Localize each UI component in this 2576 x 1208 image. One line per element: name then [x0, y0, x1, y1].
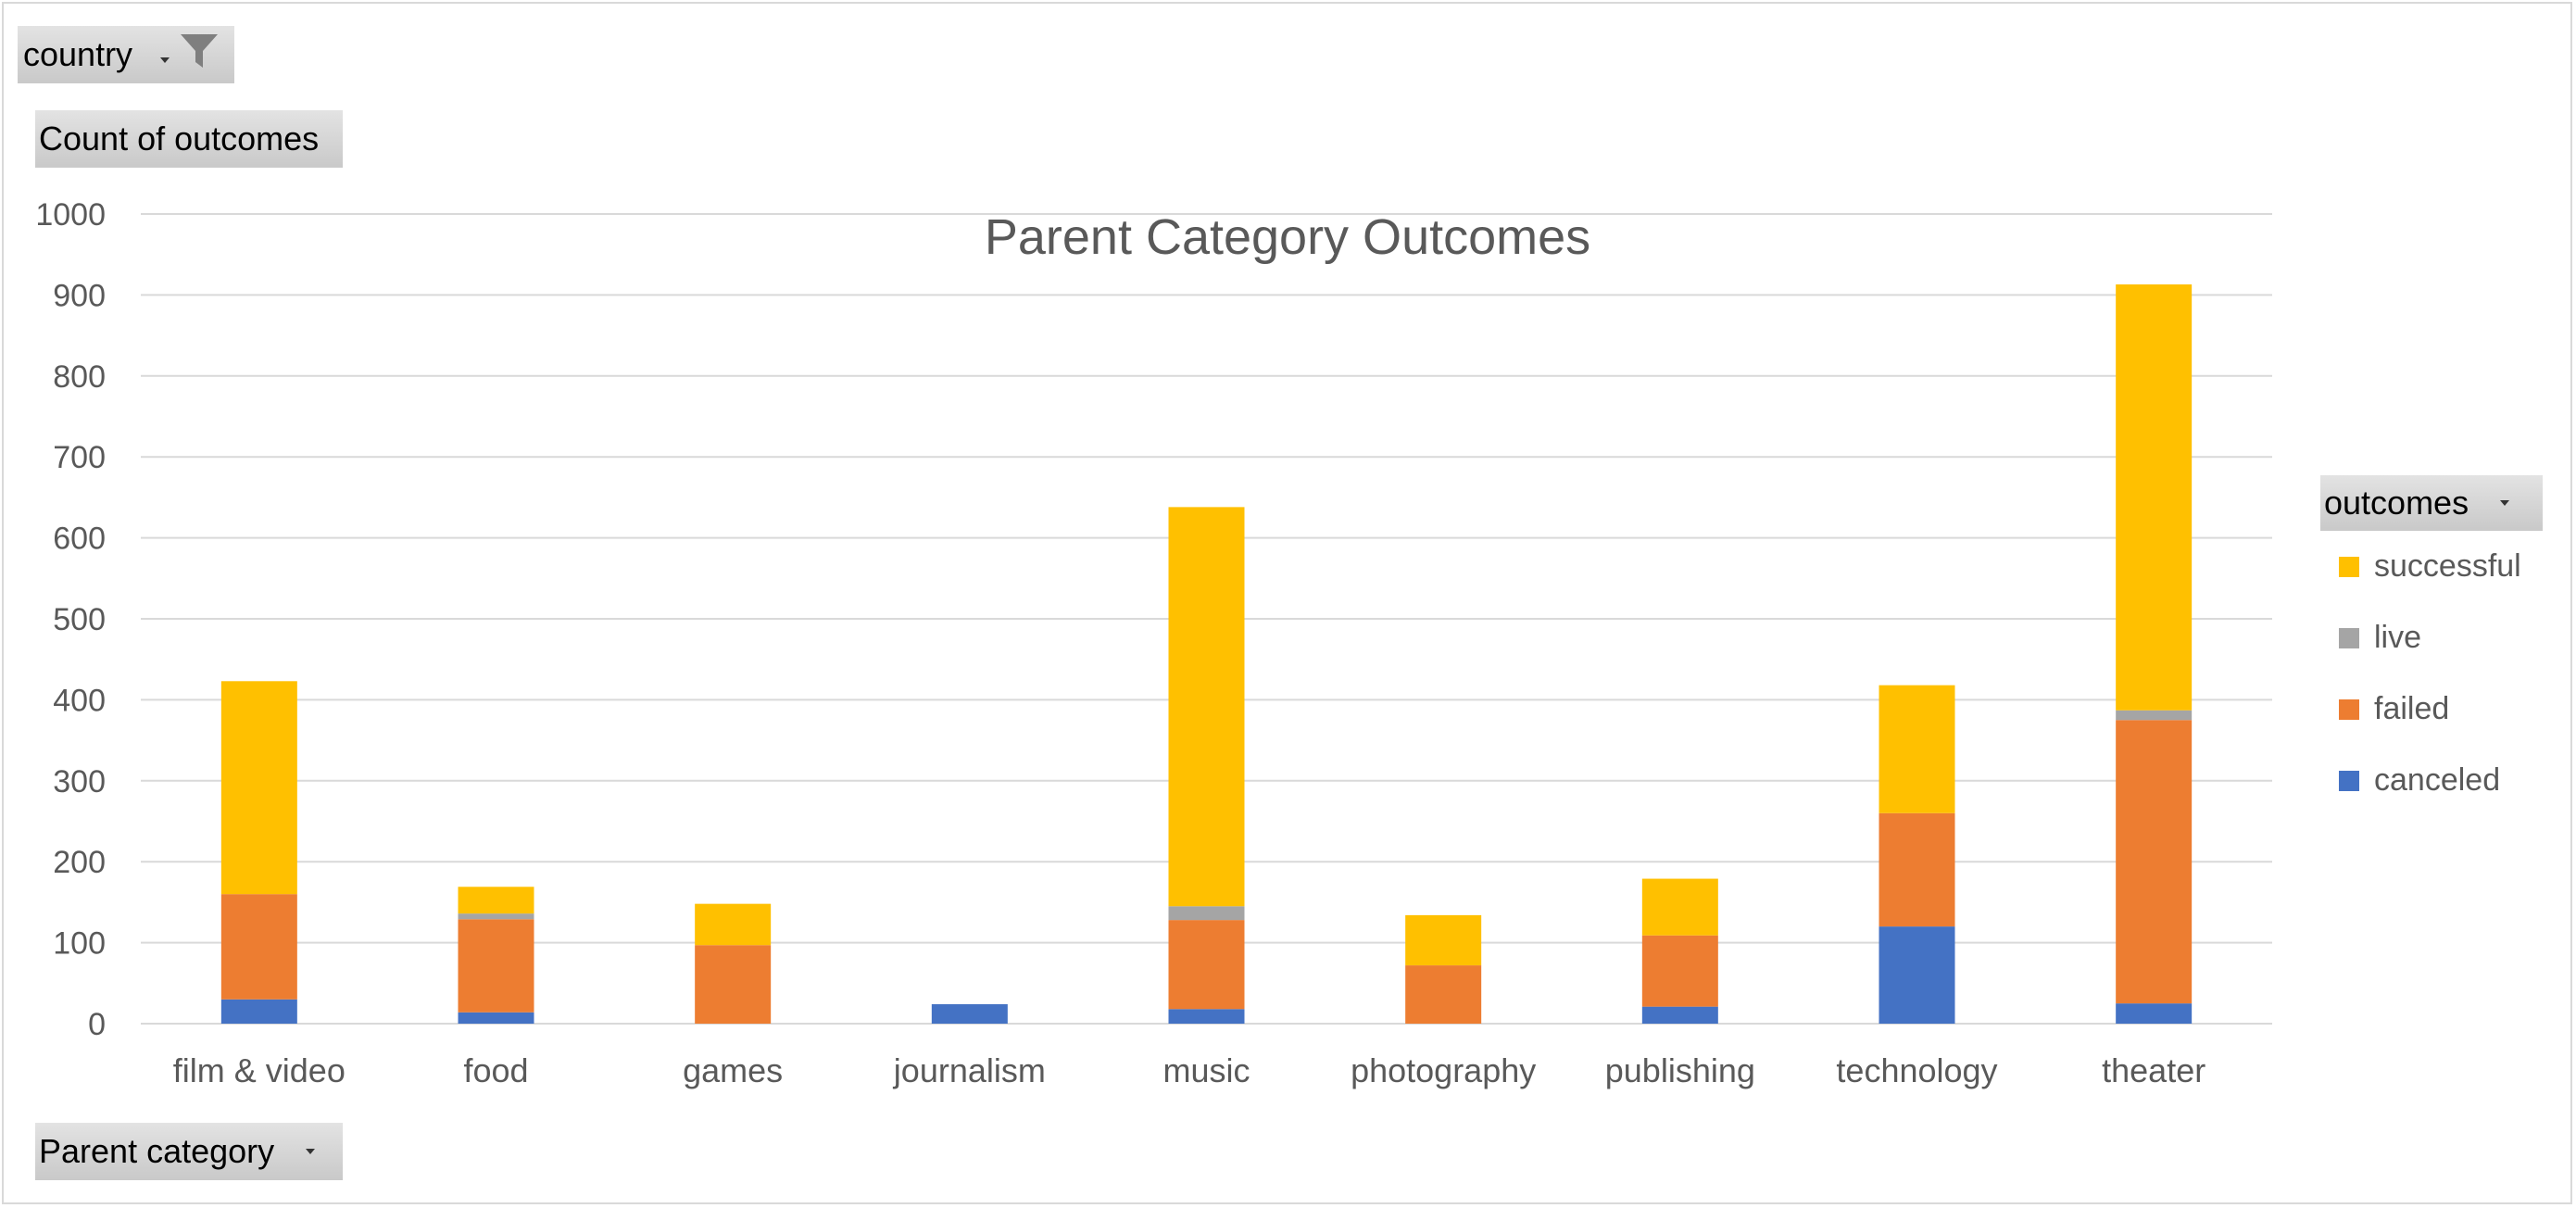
bar-segment-successful: [458, 887, 534, 914]
bar-segment-canceled: [220, 999, 297, 1024]
y-tick-label: 700: [53, 440, 106, 475]
legend-swatch: [2339, 627, 2359, 648]
bar-segment-successful: [695, 903, 772, 946]
legend-swatch: [2339, 770, 2359, 791]
y-tick-label: 200: [53, 845, 106, 880]
bar-segment-failed: [1641, 935, 1718, 1007]
x-tick-label: publishing: [1605, 1051, 1755, 1089]
x-tick-label: film & video: [173, 1051, 346, 1089]
y-tick-label: 0: [88, 1007, 106, 1042]
legend-swatch: [2339, 698, 2359, 720]
legend-item-failed[interactable]: failed: [2339, 691, 2449, 727]
dropdown-arrow-icon: [2500, 500, 2510, 506]
values-field-button[interactable]: Count of outcomes: [35, 110, 343, 168]
country-filter-button[interactable]: country: [18, 26, 234, 83]
x-tick-label: theater: [2102, 1051, 2205, 1089]
legend-item-live[interactable]: live: [2339, 620, 2421, 656]
y-tick-label: 900: [53, 278, 106, 313]
bar-segment-failed: [695, 945, 772, 1024]
bar-segment-canceled: [1641, 1006, 1718, 1024]
y-tick-label: 800: [53, 359, 106, 395]
bar-segment-live: [458, 913, 534, 920]
bar-segment-live: [1168, 906, 1245, 921]
bar-segment-successful: [1879, 685, 1955, 813]
legend-item-successful[interactable]: successful: [2339, 548, 2521, 585]
legend-field-label: outcomes: [2324, 484, 2469, 522]
y-tick-label: 1000: [35, 197, 106, 233]
bar-segment-successful: [1641, 878, 1718, 936]
legend-field-button[interactable]: outcomes: [2320, 475, 2543, 531]
x-tick-label: photography: [1351, 1051, 1536, 1089]
bar-segment-canceled: [458, 1012, 534, 1024]
bars: [220, 284, 2193, 1024]
bar-segment-failed: [2116, 720, 2193, 1004]
bar-segment-canceled: [931, 1004, 1008, 1024]
x-tick-label: games: [683, 1051, 783, 1089]
legend-label: failed: [2374, 691, 2450, 726]
bar-segment-successful: [1405, 914, 1482, 966]
legend-swatch: [2339, 556, 2359, 577]
legend-label: live: [2374, 620, 2422, 655]
y-axis-ticks: 0 100 200 300 400 500 600 700 800 900 1000: [35, 197, 106, 1042]
bar-segment-failed: [220, 894, 297, 1000]
bar-segment-failed: [458, 919, 534, 1013]
y-tick-label: 100: [53, 926, 106, 962]
bar-segment-successful: [2116, 284, 2193, 711]
y-tick-label: 300: [53, 764, 106, 799]
x-tick-label: technology: [1836, 1051, 1997, 1089]
bar-segment-canceled: [1168, 1009, 1245, 1024]
bar-segment-failed: [1168, 920, 1245, 1010]
bar-segment-failed: [1879, 812, 1955, 927]
y-tick-label: 400: [53, 683, 106, 718]
x-tick-label: music: [1162, 1051, 1250, 1089]
legend-label: canceled: [2374, 762, 2501, 798]
x-tick-label: journalism: [893, 1051, 1046, 1089]
bar-segment-successful: [1168, 507, 1245, 907]
x-axis-ticks: film & video food games journalism music phot…: [173, 1051, 2205, 1089]
funnel-icon: [179, 31, 220, 80]
dropdown-arrow-icon: [306, 1149, 316, 1154]
bar-segment-failed: [1405, 965, 1482, 1024]
y-tick-label: 500: [53, 602, 106, 637]
values-field-label: Count of outcomes: [39, 120, 320, 157]
bar-segment-successful: [220, 681, 297, 895]
axis-field-label: Parent category: [39, 1132, 275, 1170]
y-tick-label: 600: [53, 522, 106, 557]
bar-segment-live: [2116, 710, 2193, 721]
x-tick-label: food: [463, 1051, 528, 1089]
dropdown-arrow-icon: [160, 57, 170, 63]
country-filter-label: country: [23, 35, 133, 73]
bar-segment-canceled: [2116, 1003, 2193, 1024]
axis-field-button[interactable]: Parent category: [35, 1123, 343, 1180]
bar-segment-canceled: [1879, 926, 1955, 1024]
legend-label: successful: [2374, 548, 2521, 584]
chart-title: Parent Category Outcomes: [985, 209, 1590, 265]
legend-item-canceled[interactable]: canceled: [2339, 762, 2500, 799]
